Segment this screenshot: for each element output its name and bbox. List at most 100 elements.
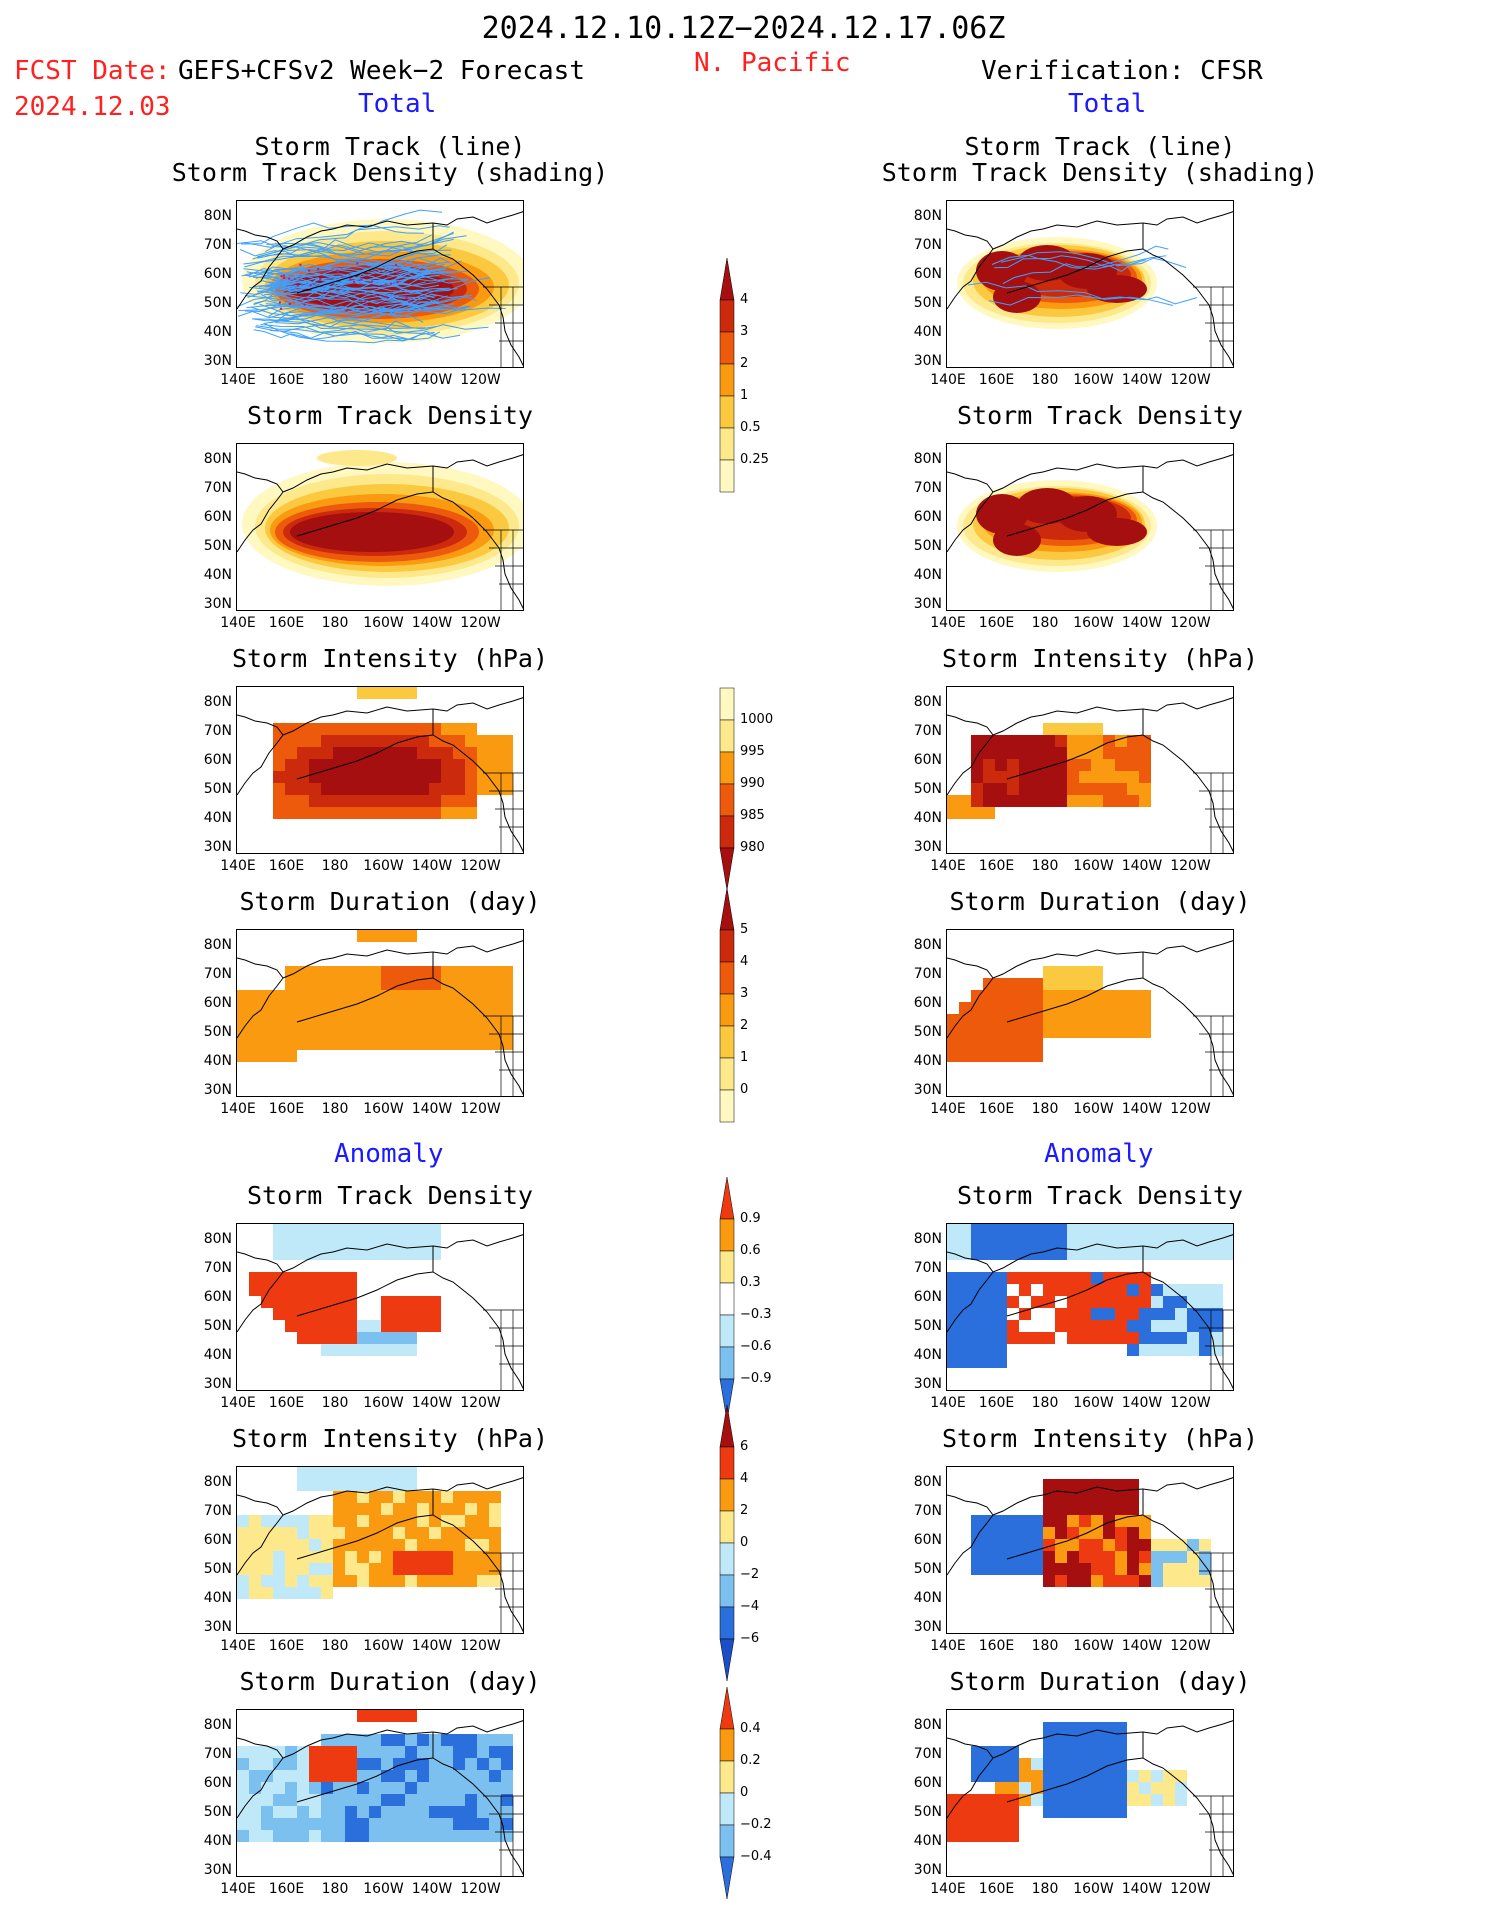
grid-cell	[1115, 1527, 1127, 1539]
grid-cell	[501, 735, 513, 747]
grid-cell	[333, 1038, 345, 1050]
grid-cell	[1007, 759, 1019, 771]
grid-cell	[1043, 795, 1055, 807]
storm-track-point	[317, 267, 320, 271]
lat-tick-label: 30N	[203, 1862, 232, 1878]
grid-cell	[995, 1038, 1007, 1050]
grid-cell	[297, 1770, 309, 1782]
grid-cell	[369, 1830, 381, 1842]
grid-cell	[357, 930, 369, 942]
grid-cell	[1031, 978, 1043, 990]
grid-cell	[971, 1806, 983, 1818]
grid-cell	[971, 1356, 983, 1368]
grid-cell	[333, 1332, 345, 1344]
grid-cell	[405, 759, 417, 771]
grid-cell	[1019, 1050, 1031, 1062]
colorbar-label: −0.2	[740, 1817, 772, 1832]
grid-cell	[1031, 1794, 1043, 1806]
grid-cell	[333, 1002, 345, 1014]
grid-cell	[995, 990, 1007, 1002]
grid-cell	[1067, 1284, 1079, 1296]
grid-cell	[273, 1248, 285, 1260]
grid-cell	[1175, 1575, 1187, 1587]
grid-cell	[405, 1758, 417, 1770]
colorbar-segment	[719, 1314, 735, 1348]
grid-cell	[1139, 1794, 1151, 1806]
grid-cell	[1055, 1758, 1067, 1770]
grid-cell	[465, 1503, 477, 1515]
lat-tick-label: 60N	[913, 1775, 942, 1791]
grid-cell	[1091, 1002, 1103, 1014]
storm-track-point	[349, 278, 352, 281]
grid-cell	[405, 687, 417, 699]
grid-cell	[357, 1563, 369, 1575]
grid-cell	[381, 1332, 393, 1344]
grid-cell	[333, 1515, 345, 1527]
storm-track-line	[244, 209, 443, 248]
grid-cell	[405, 1248, 417, 1260]
colorbar-segment	[719, 1824, 735, 1858]
colorbar-label: 0	[740, 1535, 749, 1550]
grid-cell	[285, 978, 297, 990]
grid-cell	[285, 966, 297, 978]
grid-cell	[1091, 1491, 1103, 1503]
grid-cell	[237, 1050, 249, 1062]
grid-cell	[995, 1308, 1007, 1320]
grid-cell	[947, 1224, 959, 1236]
grid-cell	[405, 795, 417, 807]
grid-cell	[1175, 1236, 1187, 1248]
grid-cell	[441, 1527, 453, 1539]
grid-cell	[321, 1014, 333, 1026]
lon-tick-label: 140W	[1121, 1638, 1163, 1654]
lat-tick-label: 70N	[913, 1260, 942, 1276]
grid-cell	[429, 1527, 441, 1539]
grid-cell	[393, 1296, 405, 1308]
lat-tick-label: 60N	[203, 266, 232, 282]
grid-cell	[1007, 735, 1019, 747]
grid-cell	[261, 1026, 273, 1038]
grid-cell	[1055, 1539, 1067, 1551]
grid-cell	[369, 1320, 381, 1332]
grid-cell	[357, 771, 369, 783]
storm-track-line	[241, 222, 424, 245]
lon-tick-label: 120W	[1170, 615, 1211, 631]
grid-cell	[1091, 1770, 1103, 1782]
lat-tick-label: 50N	[913, 295, 942, 311]
grid-cell	[1091, 1014, 1103, 1026]
grid-cell	[983, 1551, 995, 1563]
grid-cell	[947, 1236, 959, 1248]
grid-cell	[393, 1527, 405, 1539]
storm-track-line	[988, 294, 1198, 306]
storm-track-line	[269, 329, 441, 341]
grid-cell	[995, 1806, 1007, 1818]
lon-tick-label: 140W	[411, 1101, 453, 1117]
grid-cell	[333, 795, 345, 807]
grid-cell	[237, 1026, 249, 1038]
grid-cell	[273, 1551, 285, 1563]
grid-cell	[321, 1539, 333, 1551]
grid-cell	[333, 1830, 345, 1842]
grid-cell	[345, 1806, 357, 1818]
grid-cell	[345, 1320, 357, 1332]
lon-tick-label: 120W	[460, 1395, 501, 1411]
grid-cell	[1103, 1527, 1115, 1539]
grid-cell	[1043, 1758, 1055, 1770]
grid-cell	[1127, 1794, 1139, 1806]
grid-cell	[1115, 1308, 1127, 1320]
grid-cell	[441, 1818, 453, 1830]
grid-cell	[1031, 1551, 1043, 1563]
lon-tick-label: 140W	[1121, 615, 1163, 631]
grid-cell	[333, 1236, 345, 1248]
grid-cell	[321, 1770, 333, 1782]
grid-cell	[1103, 1002, 1115, 1014]
storm-track-point	[282, 276, 286, 280]
grid-cell	[309, 1224, 321, 1236]
grid-cell	[297, 1272, 309, 1284]
grid-cell	[1055, 1515, 1067, 1527]
grid-cell	[333, 1782, 345, 1794]
grid-cell	[1079, 771, 1091, 783]
grid-cell	[995, 783, 1007, 795]
grid-cell	[309, 978, 321, 990]
grid-cell	[381, 966, 393, 978]
grid-cell	[1067, 990, 1079, 1002]
